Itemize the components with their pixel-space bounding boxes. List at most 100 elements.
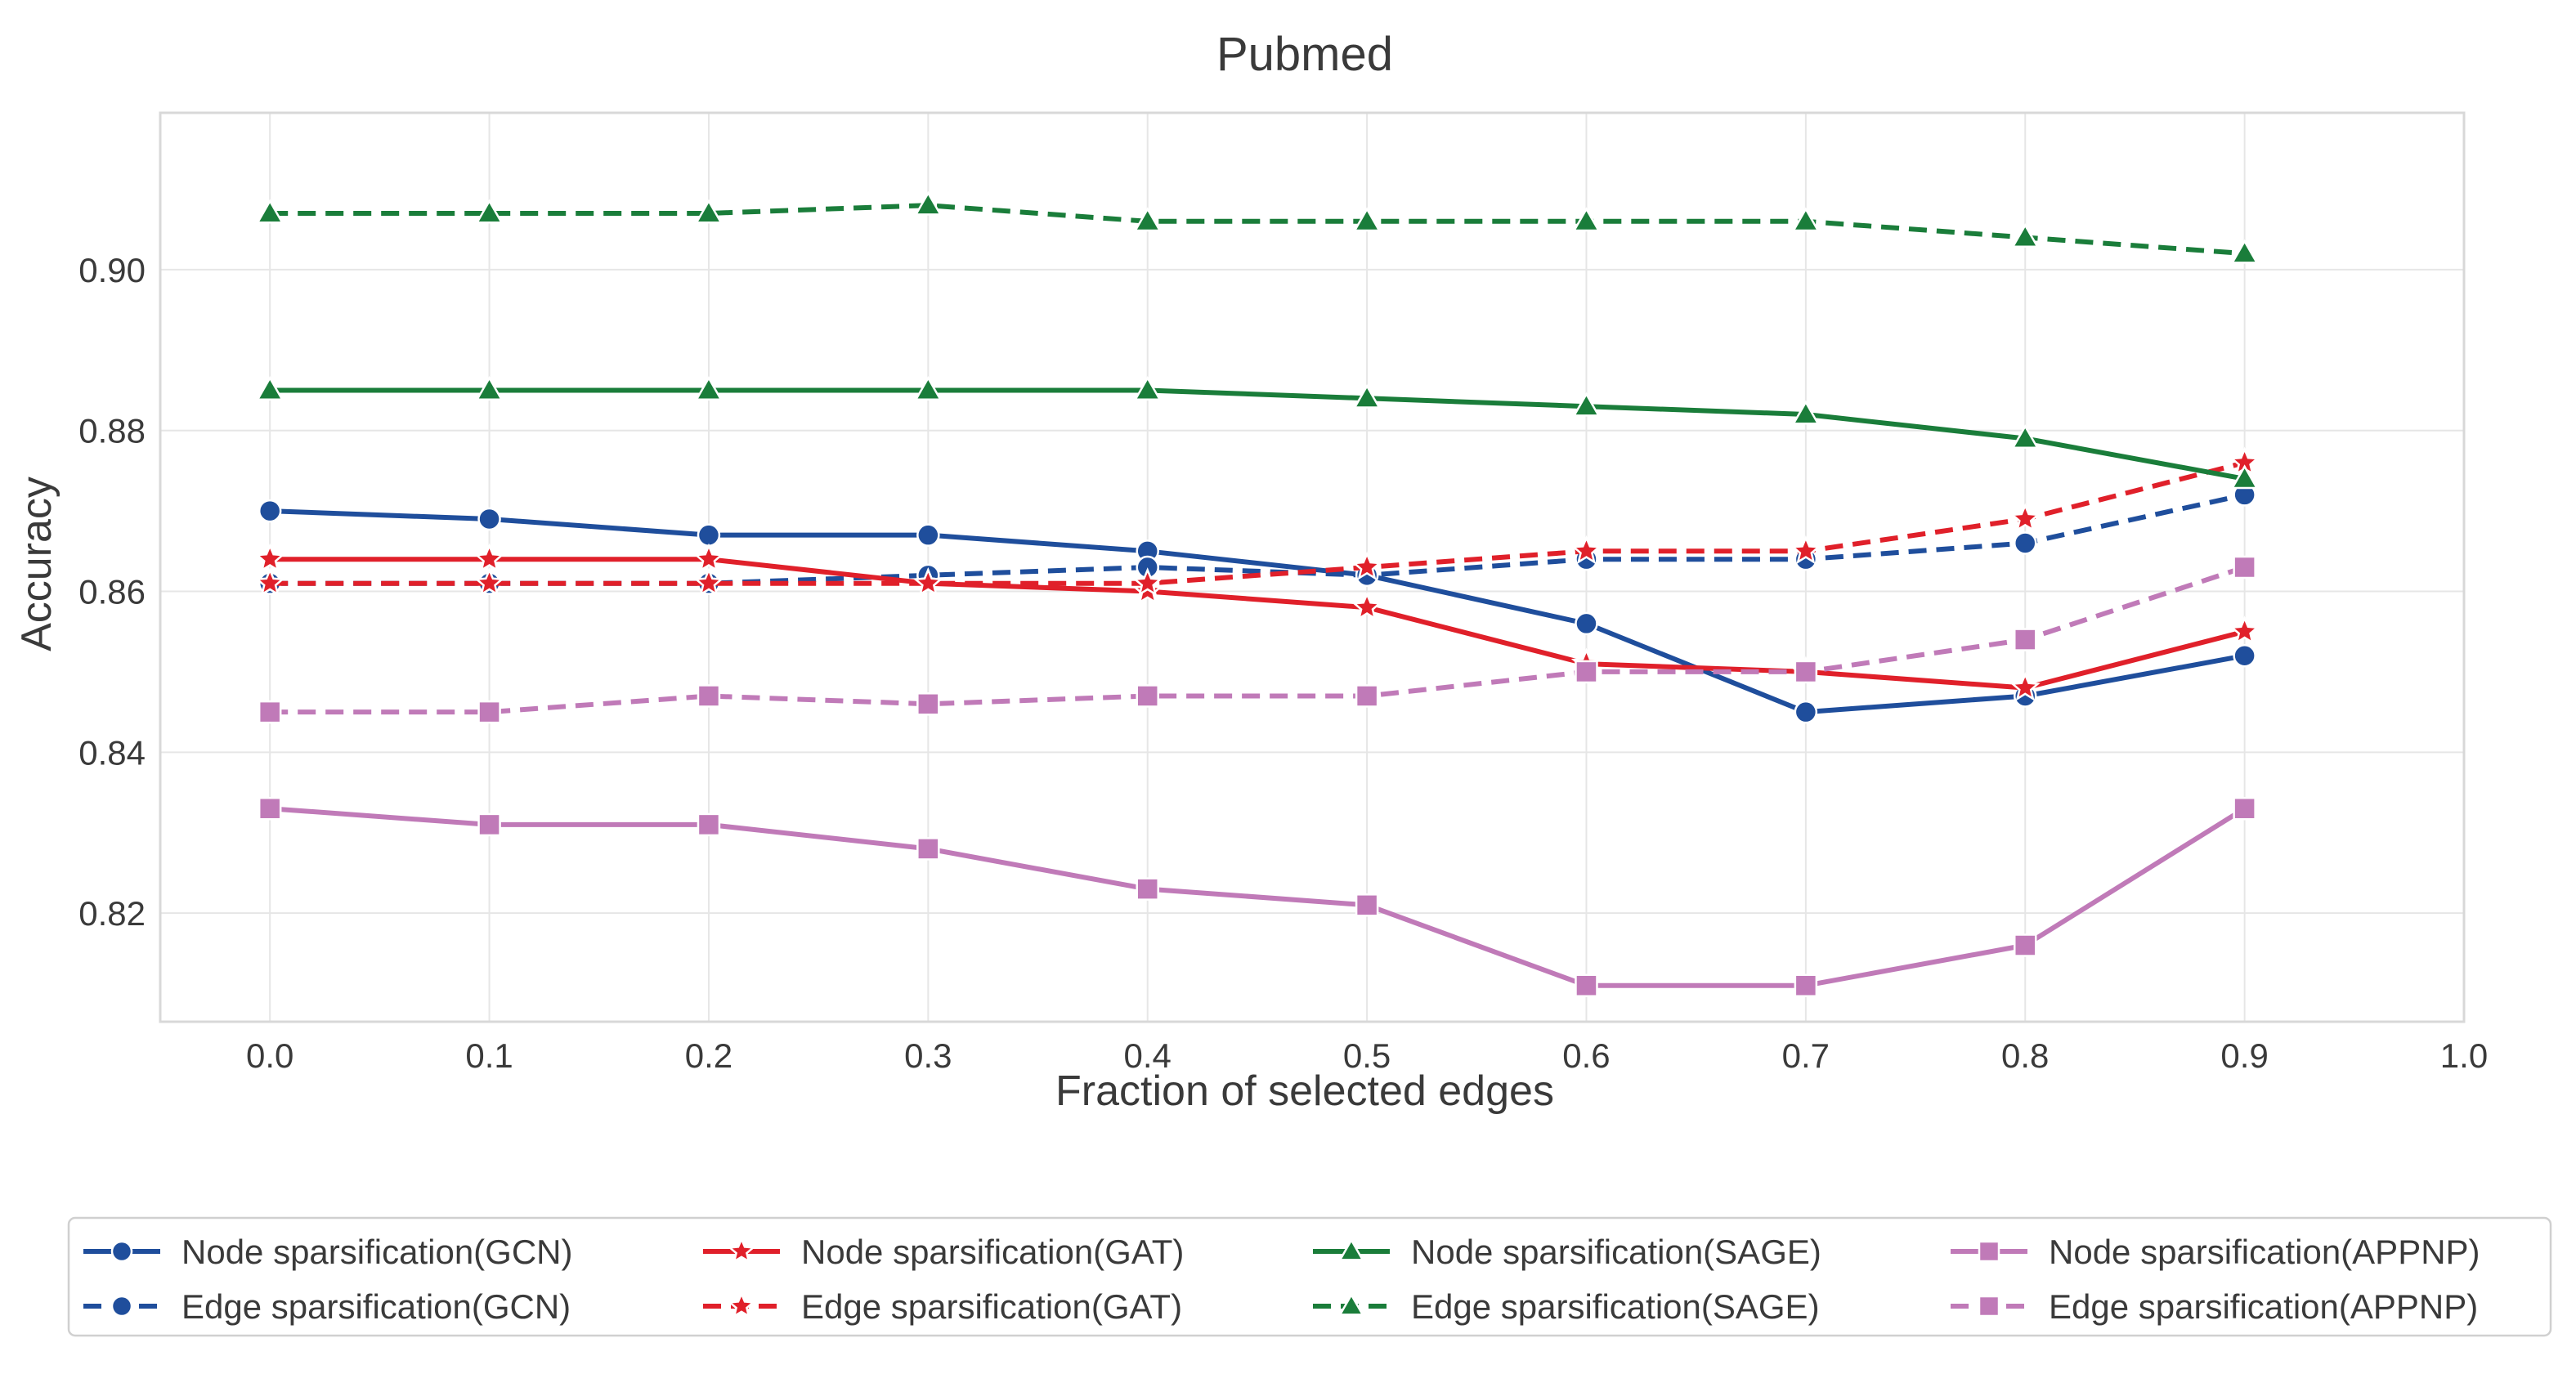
data-point bbox=[914, 190, 943, 216]
data-point bbox=[258, 796, 282, 821]
data-point bbox=[1791, 207, 1820, 232]
legend-marker bbox=[1978, 1240, 2000, 1263]
x-tick-label: 0.6 bbox=[1562, 1036, 1610, 1075]
series-line bbox=[270, 460, 2246, 586]
x-tick-label: 0.4 bbox=[1124, 1036, 1172, 1075]
data-point bbox=[2233, 643, 2256, 668]
series-line bbox=[270, 565, 2246, 715]
data-point bbox=[693, 543, 724, 572]
x-axis-label: Fraction of selected edges bbox=[1055, 1067, 1554, 1115]
data-point bbox=[1133, 207, 1162, 232]
data-point bbox=[258, 499, 282, 523]
series-node-sparsification-gcn bbox=[258, 499, 2256, 724]
data-point bbox=[912, 567, 943, 597]
x-tick-label: 0.0 bbox=[246, 1036, 293, 1075]
series-edge-sparsification-gat bbox=[254, 446, 2260, 597]
data-point bbox=[254, 543, 285, 572]
legend-marker bbox=[110, 1240, 133, 1263]
data-point bbox=[1136, 684, 1159, 708]
chart-title: Pubmed bbox=[1216, 28, 1393, 81]
y-axis-label: Accuracy bbox=[13, 477, 60, 651]
data-point bbox=[2230, 239, 2259, 264]
data-point bbox=[693, 567, 724, 597]
legend-box bbox=[67, 1216, 2552, 1337]
series-edge-sparsification-appnp bbox=[258, 555, 2256, 724]
legend-marker bbox=[1978, 1295, 2000, 1318]
legend-marker bbox=[110, 1295, 133, 1318]
data-point bbox=[1790, 535, 1821, 565]
data-point bbox=[2013, 531, 2037, 555]
legend-entry-node-sparsification-gcn: Node sparsification(GCN) bbox=[83, 1233, 573, 1271]
data-point bbox=[1352, 383, 1382, 409]
series-node-sparsification-appnp bbox=[258, 796, 2256, 997]
legend-entry-edge-sparsification-gcn: Edge sparsification(GCN) bbox=[83, 1287, 571, 1326]
data-point bbox=[2009, 503, 2041, 532]
series-line bbox=[267, 806, 2247, 988]
data-point bbox=[2233, 555, 2256, 580]
data-point bbox=[477, 507, 501, 531]
data-point bbox=[1572, 207, 1601, 232]
data-point bbox=[2229, 615, 2260, 645]
data-point bbox=[697, 523, 721, 547]
data-point bbox=[694, 376, 724, 401]
data-point bbox=[1136, 877, 1159, 901]
data-point bbox=[477, 700, 501, 724]
x-tick-label: 0.9 bbox=[2220, 1036, 2268, 1075]
data-point bbox=[694, 199, 724, 224]
y-tick-label: 0.82 bbox=[78, 894, 146, 933]
data-point bbox=[2233, 796, 2256, 821]
legend-marker bbox=[1338, 1292, 1364, 1316]
series-line bbox=[270, 492, 2246, 586]
data-point bbox=[916, 523, 940, 547]
y-tick-label: 0.86 bbox=[78, 573, 146, 611]
legend-marker bbox=[727, 1236, 756, 1264]
data-point bbox=[1572, 392, 1601, 417]
data-series bbox=[254, 190, 2260, 997]
x-tick-label: 1.0 bbox=[2440, 1036, 2488, 1075]
series-node-sparsification-sage bbox=[256, 376, 2259, 490]
legend: Node sparsification(GCN) Edge sparsificat… bbox=[67, 1216, 2552, 1337]
data-point bbox=[254, 567, 285, 597]
data-point bbox=[1575, 611, 1598, 636]
data-point bbox=[1794, 700, 1818, 724]
series-line bbox=[270, 203, 2245, 257]
data-point bbox=[1351, 591, 1382, 621]
data-point bbox=[1352, 207, 1382, 232]
legend-entry-edge-sparsification-sage: Edge sparsification(SAGE) bbox=[1313, 1287, 1820, 1326]
legend-label: Node sparsification(SAGE) bbox=[1411, 1233, 1821, 1271]
series-edge-sparsification-sage bbox=[256, 190, 2259, 264]
data-point bbox=[474, 543, 505, 572]
data-point bbox=[914, 376, 943, 401]
data-point bbox=[1575, 660, 1598, 684]
data-point bbox=[1791, 400, 1820, 425]
data-point bbox=[916, 837, 940, 861]
data-point bbox=[473, 567, 505, 597]
y-tick-label: 0.84 bbox=[78, 733, 146, 772]
plot-frame bbox=[159, 111, 2466, 1023]
data-point bbox=[2011, 223, 2040, 248]
x-tick-label: 0.2 bbox=[685, 1036, 732, 1075]
data-point bbox=[916, 692, 940, 716]
legend-label: Edge sparsification(APPNP) bbox=[2049, 1287, 2478, 1326]
legend-label: Node sparsification(GAT) bbox=[801, 1233, 1184, 1271]
legend-entry-node-sparsification-appnp: Node sparsification(APPNP) bbox=[1951, 1233, 2480, 1271]
legend-label: Edge sparsification(GCN) bbox=[181, 1287, 571, 1326]
legend-marker bbox=[1338, 1237, 1364, 1261]
legend-entry-node-sparsification-gat: Node sparsification(GAT) bbox=[703, 1233, 1184, 1271]
data-point bbox=[1570, 535, 1602, 565]
legend-label: Node sparsification(GCN) bbox=[181, 1233, 573, 1271]
data-point bbox=[2011, 424, 2040, 450]
data-point bbox=[1355, 893, 1379, 917]
data-point bbox=[1133, 376, 1162, 401]
data-point bbox=[1351, 551, 1382, 580]
axes: 0.0 0.1 0.2 0.3 0.4 0.5 0.6 0.7 0.8 0.9 1.0 0.82 0.8… bbox=[78, 111, 2488, 1075]
x-tick-label: 0.7 bbox=[1782, 1036, 1830, 1075]
data-point bbox=[256, 376, 284, 401]
data-point bbox=[1132, 567, 1163, 597]
series-line bbox=[267, 508, 2247, 715]
data-point bbox=[1794, 973, 1818, 997]
series-line bbox=[267, 387, 2247, 481]
